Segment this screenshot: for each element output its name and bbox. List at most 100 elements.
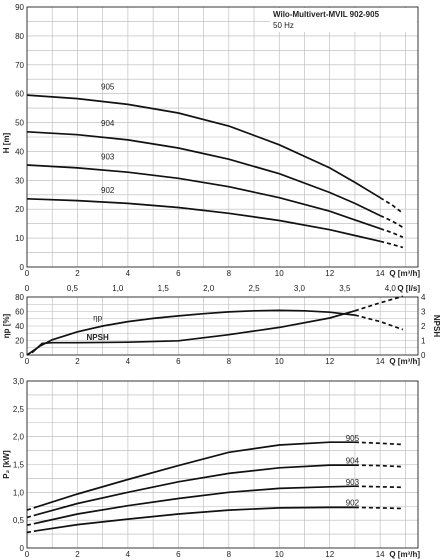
curve-h-904-extension [379,214,404,229]
series-label-902: 902 [346,498,360,507]
x-tick-label: 4 [126,550,131,559]
curve-npsh-extension [354,295,404,312]
x-tick-label: 8 [227,357,232,366]
y-tick-label: 0 [20,351,25,360]
y-tick-label: 0,5 [13,516,25,525]
x-tick-label: 12 [325,357,334,366]
y-tick-label: 20 [15,205,24,214]
x-axis-label-secondary: Q [l/s] [397,284,420,293]
curve-p2-902 [36,506,355,532]
series-label-905: 905 [346,434,360,443]
y-tick-label: 1,5 [13,461,25,470]
y-tick-label-right: 0 [421,351,426,360]
x-axis-label: Q [m³/h] [389,269,420,278]
x-tick-label: 4 [126,269,131,278]
x-tick-label-secondary: 2,5 [248,284,260,293]
curve-p2-905-start [26,505,38,511]
y-tick-label: 2,0 [13,433,25,442]
curve-h-905-extension [379,196,404,214]
x-tick-label: 12 [325,550,334,559]
series-label-905: 905 [101,82,115,91]
x-tick-label: 4 [126,357,131,366]
y-tick-label: 0 [20,263,25,272]
y-tick-label-right: 2 [421,322,426,331]
y-tick-label: 60 [15,90,24,99]
curve-h-903-extension [379,227,404,238]
curve-efficiency-extension [354,314,404,331]
x-tick-label: 12 [325,269,334,278]
curve-p2-903 [36,485,355,524]
curve-p2-904-start [26,513,38,519]
series-label-npsh: NPSH [87,333,109,342]
x-tick-label: 0 [25,550,30,559]
curve-p2-905 [36,441,355,508]
x-tick-label-secondary: 0 [25,284,30,293]
y-tick-label: 40 [15,322,24,331]
curve-p2-902-start [26,529,38,534]
curve-h-902-extension [379,240,404,249]
x-axis-label: Q [m³/h] [389,357,420,366]
y-tick-label-right: 3 [421,308,426,317]
y-tick-label: 2,5 [13,405,25,414]
x-tick-label: 2 [75,269,80,278]
x-tick-label: 6 [176,357,181,366]
x-tick-label: 14 [376,357,385,366]
x-tick-label: 10 [275,269,284,278]
curve-h-902 [26,197,381,243]
y-tick-label: 30 [15,176,24,185]
x-tick-label-secondary: 1,0 [112,284,124,293]
x-tick-label: 10 [275,550,284,559]
x-tick-label: 6 [176,269,181,278]
series-label-902: 902 [101,186,115,195]
x-axis-label: Q [m³/h] [389,550,420,559]
x-tick-label: 14 [376,550,385,559]
y-tick-label: 20 [15,337,24,346]
x-tick-label: 8 [227,550,232,559]
y-axis-label: ηp [%] [2,313,11,338]
x-tick-label: 14 [376,269,385,278]
y-tick-label: 80 [15,293,24,302]
curve-p2-903-extension [354,485,403,489]
x-tick-label: 6 [176,550,181,559]
chart-subtitle: 50 Hz [273,21,294,30]
x-tick-label: 8 [227,269,232,278]
x-tick-label: 0 [25,357,30,366]
y-tick-label: 3,0 [13,377,25,386]
x-tick-label-secondary: 3,0 [294,284,306,293]
series-label-904: 904 [346,457,360,466]
x-tick-label: 2 [75,550,80,559]
y-tick-label: 1,0 [13,488,25,497]
curve-p2-905-extension [354,441,403,446]
title-box [270,8,417,32]
y-tick-label: 0 [20,544,25,553]
y-tick-label: 50 [15,119,24,128]
curve-p2-904 [36,464,355,516]
x-tick-label-secondary: 1,5 [158,284,170,293]
curve-h-905 [26,94,381,199]
curve-npsh [31,309,356,354]
y-tick-label: 70 [15,61,24,70]
y-tick-label: 10 [15,234,24,243]
y-axis-label: H [m] [2,132,11,153]
curve-efficiency [26,309,355,356]
y-tick-label: 40 [15,147,24,156]
y-axis-label: P₂ [kW] [2,450,11,479]
curve-h-904 [26,130,381,217]
x-tick-label-secondary: 3,5 [339,284,351,293]
chart-title: Wilo-Multivert-MVIL 902-905 [273,10,380,19]
y-tick-label-right: 1 [421,337,426,346]
x-tick-label: 2 [75,357,80,366]
x-tick-label: 0 [25,269,30,278]
series-label-903: 903 [101,152,115,161]
y-tick-label: 60 [15,308,24,317]
x-tick-label-secondary: 4,0 [385,284,397,293]
y-tick-label: 90 [15,3,24,12]
plot-frame [26,296,419,356]
series-label-efficiency: ηp [93,313,102,322]
y-tick-label: 80 [15,32,24,41]
x-tick-label-secondary: 0,5 [67,284,79,293]
x-tick-label: 10 [275,357,284,366]
x-tick-label-secondary: 2,0 [203,284,215,293]
curve-p2-902-extension [354,506,403,510]
